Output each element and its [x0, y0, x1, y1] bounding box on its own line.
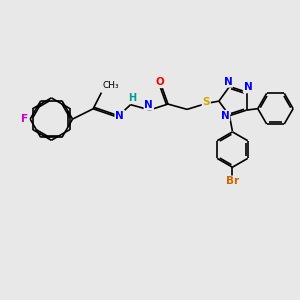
Text: N: N: [221, 111, 230, 121]
Text: N: N: [144, 100, 153, 110]
Text: N: N: [115, 110, 124, 121]
Text: H: H: [128, 93, 136, 103]
Text: O: O: [156, 77, 164, 87]
Text: F: F: [21, 114, 28, 124]
Text: Br: Br: [226, 176, 239, 186]
Text: CH₃: CH₃: [103, 81, 119, 90]
Text: N: N: [224, 77, 232, 87]
Text: S: S: [202, 97, 210, 107]
Text: N: N: [244, 82, 252, 92]
